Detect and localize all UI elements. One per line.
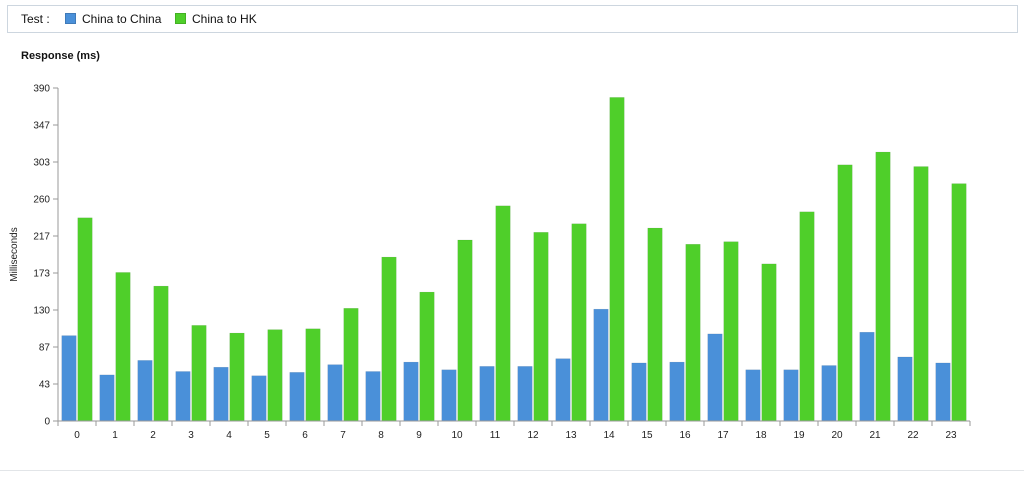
x-tick-label: 21 bbox=[869, 430, 881, 441]
bar-china-to-hk-3[interactable] bbox=[191, 325, 207, 422]
y-axis-ticks: 0 43 87 130 173 217 260 303 347 390 bbox=[33, 84, 58, 428]
bar-china-to-china-10[interactable] bbox=[441, 369, 457, 422]
bar-china-to-china-12[interactable] bbox=[517, 366, 533, 422]
legend-entry-china-to-hk[interactable]: China to HK bbox=[175, 12, 257, 26]
x-tick-label: 23 bbox=[945, 430, 957, 441]
bar-china-to-hk-0[interactable] bbox=[77, 217, 93, 422]
y-tick-label: 347 bbox=[33, 120, 50, 131]
y-tick-label: 173 bbox=[33, 269, 50, 280]
bar-china-to-hk-17[interactable] bbox=[723, 241, 739, 422]
x-tick-label: 22 bbox=[907, 430, 919, 441]
legend-swatch-china-to-china bbox=[65, 13, 76, 24]
bar-china-to-china-7[interactable] bbox=[327, 364, 343, 422]
y-tick-label: 87 bbox=[39, 342, 51, 353]
bar-china-to-hk-5[interactable] bbox=[267, 329, 283, 422]
y-tick-label: 130 bbox=[33, 306, 50, 317]
x-tick-label: 0 bbox=[74, 430, 80, 441]
bar-china-to-hk-15[interactable] bbox=[647, 227, 663, 422]
bar-china-to-china-14[interactable] bbox=[593, 308, 609, 422]
legend-entry-label: China to China bbox=[82, 12, 162, 26]
x-tick-label: 14 bbox=[603, 430, 615, 441]
bar-china-to-china-17[interactable] bbox=[707, 333, 723, 422]
x-tick-label: 3 bbox=[188, 430, 194, 441]
bar-china-to-hk-10[interactable] bbox=[457, 239, 473, 422]
legend-label: Test : bbox=[21, 12, 50, 26]
y-tick-label: 303 bbox=[33, 158, 50, 169]
bar-china-to-hk-12[interactable] bbox=[533, 232, 549, 422]
bar-china-to-china-15[interactable] bbox=[631, 362, 647, 422]
x-axis-ticks: 0 1 2 3 4 5 6 7 8 9 10 11 12 13 14 15 16 17 18 19 20 21 22 23 bbox=[57, 421, 971, 441]
bar-china-to-china-1[interactable] bbox=[99, 374, 115, 422]
bar-china-to-hk-11[interactable] bbox=[495, 205, 511, 422]
bar-china-to-china-4[interactable] bbox=[213, 366, 229, 422]
legend-entry-label: China to HK bbox=[192, 12, 257, 26]
bar-china-to-china-0[interactable] bbox=[61, 335, 77, 422]
bar-china-to-hk-13[interactable] bbox=[571, 223, 587, 422]
bar-china-to-china-2[interactable] bbox=[137, 360, 153, 422]
bar-china-to-china-6[interactable] bbox=[289, 372, 305, 422]
bar-china-to-china-13[interactable] bbox=[555, 358, 571, 422]
bar-china-to-hk-22[interactable] bbox=[913, 166, 929, 422]
legend-swatch-china-to-hk bbox=[175, 13, 186, 24]
bar-china-to-hk-23[interactable] bbox=[951, 183, 967, 422]
bar-china-to-hk-4[interactable] bbox=[229, 332, 245, 422]
y-axis-title: Milliseconds bbox=[9, 227, 20, 281]
x-tick-label: 11 bbox=[490, 430, 501, 441]
y-tick-label: 217 bbox=[33, 231, 50, 242]
bar-china-to-china-8[interactable] bbox=[365, 371, 381, 422]
bar-china-to-china-5[interactable] bbox=[251, 375, 267, 422]
x-tick-label: 19 bbox=[793, 430, 805, 441]
bar-china-to-china-22[interactable] bbox=[897, 356, 913, 422]
bar-china-to-hk-21[interactable] bbox=[875, 151, 891, 422]
bar-china-to-hk-19[interactable] bbox=[799, 211, 815, 422]
legend-box: Test : China to China China to HK bbox=[7, 5, 1018, 33]
bar-china-to-hk-1[interactable] bbox=[115, 272, 131, 422]
bar-china-to-china-16[interactable] bbox=[669, 361, 685, 422]
bar-china-to-hk-18[interactable] bbox=[761, 263, 777, 422]
bar-china-to-hk-14[interactable] bbox=[609, 97, 625, 422]
bar-china-to-china-20[interactable] bbox=[821, 365, 837, 422]
bar-china-to-china-19[interactable] bbox=[783, 369, 799, 422]
bars bbox=[61, 97, 967, 422]
y-tick-label: 390 bbox=[33, 84, 50, 95]
x-tick-label: 16 bbox=[679, 430, 691, 441]
bar-china-to-hk-8[interactable] bbox=[381, 256, 397, 422]
y-tick-label: 43 bbox=[39, 380, 51, 391]
bar-china-to-hk-20[interactable] bbox=[837, 164, 853, 422]
x-tick-label: 13 bbox=[565, 430, 577, 441]
x-tick-label: 6 bbox=[302, 430, 308, 441]
bar-china-to-hk-16[interactable] bbox=[685, 244, 701, 422]
bar-china-to-china-3[interactable] bbox=[175, 371, 191, 422]
x-tick-label: 2 bbox=[150, 430, 156, 441]
x-tick-label: 15 bbox=[641, 430, 653, 441]
x-tick-label: 18 bbox=[755, 430, 767, 441]
x-tick-label: 7 bbox=[340, 430, 346, 441]
bar-china-to-hk-9[interactable] bbox=[419, 291, 435, 422]
bar-china-to-hk-7[interactable] bbox=[343, 308, 359, 422]
x-tick-label: 9 bbox=[416, 430, 422, 441]
bar-china-to-china-21[interactable] bbox=[859, 331, 875, 422]
bar-china-to-china-9[interactable] bbox=[403, 361, 419, 422]
bar-china-to-china-18[interactable] bbox=[745, 369, 761, 422]
x-tick-label: 8 bbox=[378, 430, 384, 441]
y-tick-label: 260 bbox=[33, 195, 50, 206]
bar-china-to-china-11[interactable] bbox=[479, 366, 495, 422]
x-tick-label: 20 bbox=[831, 430, 843, 441]
x-tick-label: 4 bbox=[226, 430, 232, 441]
x-tick-label: 5 bbox=[264, 430, 270, 441]
chart-title: Response (ms) bbox=[21, 50, 100, 62]
y-tick-label: 0 bbox=[44, 417, 50, 428]
x-tick-label: 1 bbox=[112, 430, 118, 441]
bar-china-to-hk-6[interactable] bbox=[305, 328, 321, 422]
x-tick-label: 17 bbox=[717, 430, 729, 441]
x-tick-label: 12 bbox=[527, 430, 539, 441]
x-tick-label: 10 bbox=[451, 430, 463, 441]
legend-entry-china-to-china[interactable]: China to China bbox=[65, 12, 161, 26]
bottom-divider bbox=[0, 470, 1024, 471]
bar-china-to-china-23[interactable] bbox=[935, 362, 951, 422]
bar-china-to-hk-2[interactable] bbox=[153, 285, 169, 422]
